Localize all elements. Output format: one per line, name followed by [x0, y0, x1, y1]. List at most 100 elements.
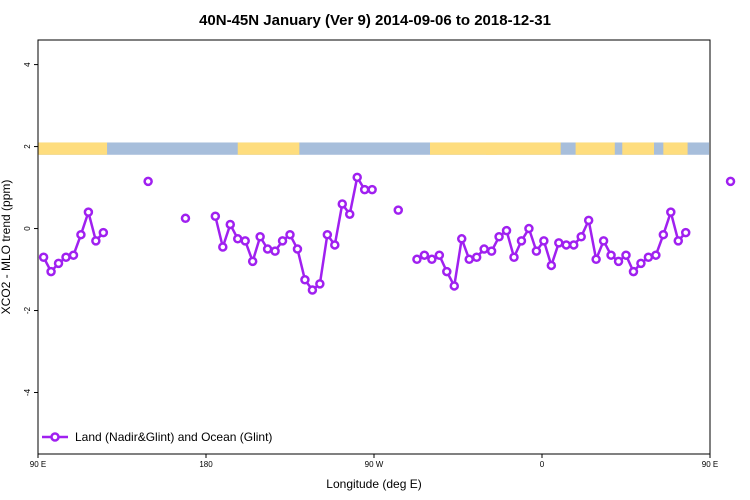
data-point [651, 250, 661, 260]
data-point [434, 250, 445, 260]
data-point [516, 236, 527, 246]
data-point [524, 223, 534, 234]
data-point [262, 244, 273, 254]
data-point [53, 258, 64, 269]
data-point [606, 250, 616, 260]
land-segment [430, 142, 498, 155]
data-point [456, 234, 467, 244]
plot-frame [37, 39, 711, 455]
chart-title: 40N-45N January (Ver 9) 2014-09-06 to 20… [199, 12, 551, 29]
data-series [38, 172, 736, 295]
x-tick-label: 90 E [30, 460, 46, 469]
data-point [38, 252, 49, 262]
data-point [83, 207, 94, 217]
data-point [666, 207, 676, 217]
y-tick-label: -4 [23, 388, 32, 396]
data-point [509, 252, 519, 262]
data-point [247, 256, 258, 267]
data-point [628, 266, 639, 277]
data-point [643, 252, 654, 262]
legend-swatch-marker [50, 432, 60, 442]
data-point [636, 258, 646, 269]
land-segment [38, 142, 108, 155]
data-point [613, 256, 624, 267]
land-segment [663, 142, 688, 155]
x-tick-label: 180 [199, 460, 213, 469]
data-point [68, 250, 79, 260]
data-point [561, 240, 572, 250]
data-point [91, 236, 101, 246]
x-tick-label: 90 W [365, 460, 384, 469]
data-point [330, 240, 340, 250]
data-point [240, 236, 250, 246]
data-point [393, 205, 404, 215]
data-point [143, 176, 153, 187]
data-point [359, 184, 370, 195]
data-point [568, 240, 579, 250]
x-tick-label: 90 E [702, 460, 718, 469]
data-point [598, 236, 609, 246]
data-point [98, 227, 109, 238]
legend-label: Land (Nadir&Glint) and Ocean (Glint) [75, 430, 272, 444]
data-point [218, 242, 228, 252]
data-point [322, 229, 333, 240]
y-axis-label: XCO2 - MLO trend (ppm) [0, 180, 13, 315]
data-point [501, 225, 512, 236]
data-point [725, 176, 736, 187]
data-point [419, 250, 430, 260]
data-point [232, 234, 243, 244]
x-axis-label: Longitude (deg E) [326, 477, 421, 491]
data-point [680, 227, 691, 238]
y-tick-label: 4 [23, 62, 32, 67]
land-segment [622, 142, 654, 155]
data-point [479, 244, 489, 254]
series-line [416, 207, 687, 290]
data-point [225, 219, 236, 230]
data-point [255, 232, 265, 242]
data-point [46, 266, 56, 277]
data-point [307, 285, 318, 295]
data-point [61, 252, 71, 262]
data-point [210, 211, 221, 222]
data-point [427, 254, 437, 265]
legend: Land (Nadir&Glint) and Ocean (Glint) [42, 430, 272, 444]
data-point [300, 275, 310, 285]
data-point [344, 209, 355, 219]
data-point [292, 244, 303, 254]
data-point [412, 254, 422, 265]
data-point [337, 199, 348, 209]
data-point [449, 281, 460, 291]
land-segment [237, 142, 300, 155]
data-point [554, 238, 564, 248]
data-point [546, 260, 557, 271]
data-point [621, 250, 631, 260]
data-point [180, 213, 191, 224]
data-point [591, 254, 601, 265]
data-point [270, 246, 280, 256]
data-point [315, 279, 325, 289]
y-tick-label: 0 [23, 226, 32, 231]
land-segment [486, 142, 561, 155]
surface-type-strip [38, 142, 709, 155]
data-point [486, 246, 497, 256]
y-tick-label: 2 [23, 144, 32, 149]
data-point [673, 236, 684, 246]
data-point [285, 229, 295, 240]
data-point [539, 236, 549, 246]
data-point [583, 215, 594, 226]
data-point [442, 266, 452, 277]
y-axis: -4 -2 0 2 4 [23, 62, 38, 396]
data-point [76, 229, 86, 240]
data-point [471, 252, 482, 262]
data-point [531, 246, 542, 256]
data-point [464, 254, 474, 265]
data-point [277, 236, 288, 246]
data-point [352, 172, 362, 183]
x-tick-label: 0 [540, 460, 545, 469]
land-segment [575, 142, 615, 155]
data-point [494, 232, 504, 242]
y-tick-label: -2 [23, 306, 32, 314]
data-point [367, 184, 377, 195]
